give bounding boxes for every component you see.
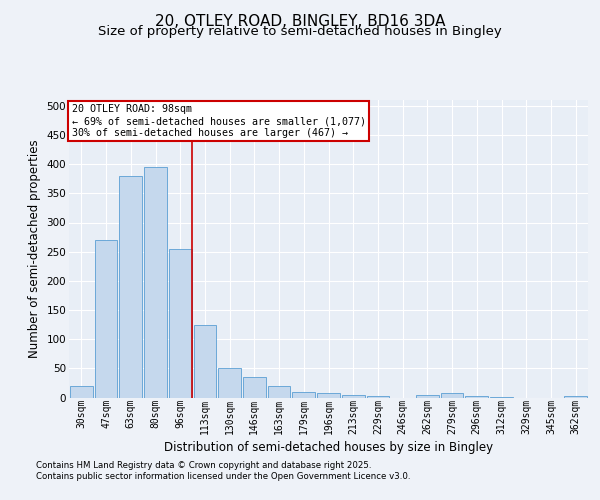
Bar bbox=[466, 396, 488, 398]
Text: 20 OTLEY ROAD: 98sqm
← 69% of semi-detached houses are smaller (1,077)
30% of se: 20 OTLEY ROAD: 98sqm ← 69% of semi-detac… bbox=[71, 104, 365, 138]
Text: Contains HM Land Registry data © Crown copyright and database right 2025.: Contains HM Land Registry data © Crown c… bbox=[36, 461, 371, 470]
Bar bbox=[169, 249, 191, 398]
Text: Size of property relative to semi-detached houses in Bingley: Size of property relative to semi-detach… bbox=[98, 25, 502, 38]
Bar bbox=[243, 377, 266, 398]
Bar bbox=[367, 396, 389, 398]
Bar bbox=[70, 386, 93, 398]
Bar bbox=[218, 368, 241, 398]
Bar bbox=[342, 394, 365, 398]
Bar bbox=[441, 394, 463, 398]
Bar bbox=[416, 394, 439, 398]
Y-axis label: Number of semi-detached properties: Number of semi-detached properties bbox=[28, 140, 41, 358]
Bar bbox=[292, 392, 315, 398]
Bar bbox=[490, 397, 513, 398]
Text: Contains public sector information licensed under the Open Government Licence v3: Contains public sector information licen… bbox=[36, 472, 410, 481]
Bar bbox=[317, 394, 340, 398]
Bar bbox=[119, 176, 142, 398]
Bar bbox=[564, 396, 587, 398]
Bar bbox=[144, 167, 167, 398]
Bar bbox=[194, 324, 216, 398]
Text: 20, OTLEY ROAD, BINGLEY, BD16 3DA: 20, OTLEY ROAD, BINGLEY, BD16 3DA bbox=[155, 14, 445, 29]
X-axis label: Distribution of semi-detached houses by size in Bingley: Distribution of semi-detached houses by … bbox=[164, 441, 493, 454]
Bar bbox=[268, 386, 290, 398]
Bar bbox=[95, 240, 118, 398]
